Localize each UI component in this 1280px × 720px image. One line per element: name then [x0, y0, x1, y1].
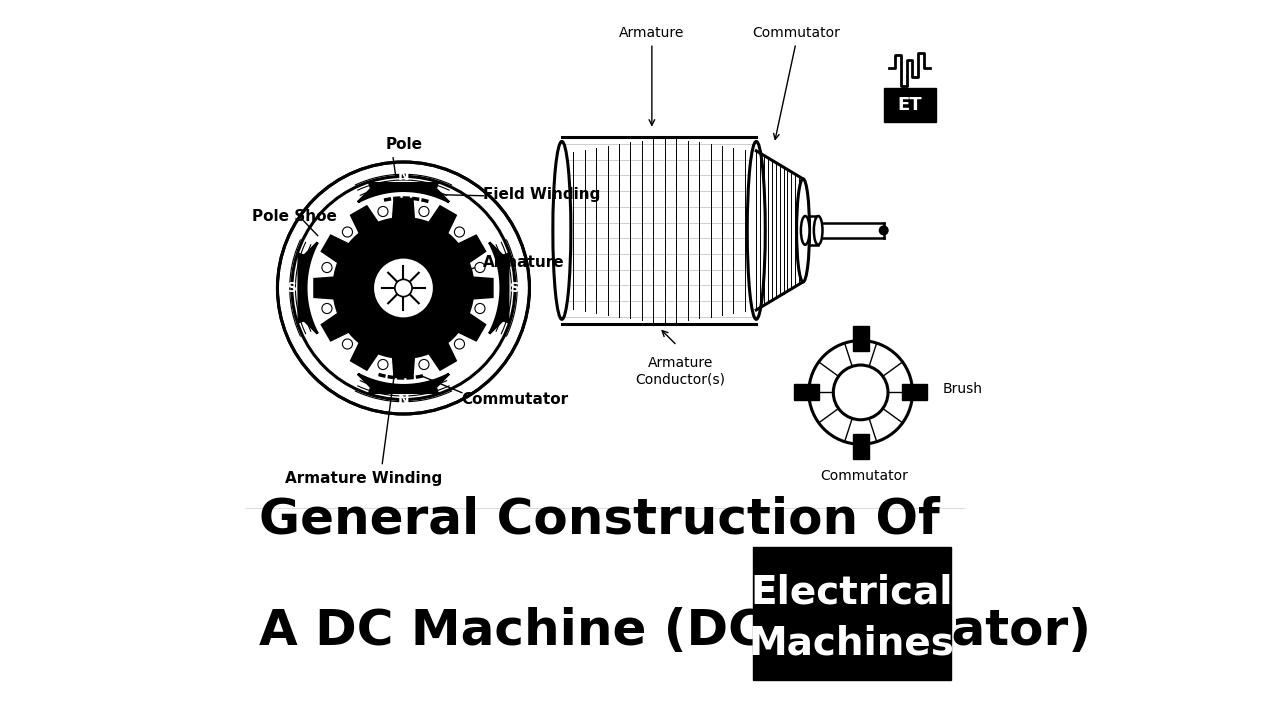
Circle shape: [879, 226, 888, 235]
Text: Machines: Machines: [749, 624, 955, 662]
Text: Brush: Brush: [943, 382, 983, 396]
Bar: [902, 384, 927, 400]
Text: Commutator: Commutator: [751, 26, 840, 40]
Text: Pole Shoe: Pole Shoe: [252, 209, 337, 223]
Polygon shape: [370, 183, 438, 189]
Bar: [852, 433, 869, 459]
Text: Armature: Armature: [620, 26, 685, 40]
Polygon shape: [358, 184, 449, 202]
Circle shape: [343, 227, 352, 237]
Polygon shape: [429, 206, 457, 234]
Text: Commutator: Commutator: [820, 469, 909, 483]
Circle shape: [378, 207, 388, 217]
Text: N: N: [398, 392, 410, 407]
Text: Commutator: Commutator: [461, 392, 568, 407]
Text: General Construction Of: General Construction Of: [260, 495, 941, 544]
Polygon shape: [321, 235, 349, 263]
Ellipse shape: [796, 179, 809, 282]
Polygon shape: [370, 387, 438, 393]
Circle shape: [454, 339, 465, 349]
Polygon shape: [351, 206, 379, 234]
Circle shape: [394, 279, 412, 297]
Bar: [794, 384, 819, 400]
Polygon shape: [489, 243, 508, 333]
Polygon shape: [472, 277, 493, 299]
FancyBboxPatch shape: [753, 547, 951, 680]
Text: Armature
Conductor(s): Armature Conductor(s): [636, 356, 726, 387]
Circle shape: [378, 359, 388, 369]
Circle shape: [475, 263, 485, 273]
Circle shape: [454, 227, 465, 237]
Circle shape: [805, 337, 916, 448]
Polygon shape: [300, 243, 317, 333]
Polygon shape: [503, 254, 508, 322]
Polygon shape: [458, 235, 485, 263]
Text: Electrical: Electrical: [750, 574, 952, 611]
Ellipse shape: [748, 141, 765, 320]
Circle shape: [833, 365, 888, 420]
Ellipse shape: [814, 216, 823, 245]
Polygon shape: [458, 313, 485, 341]
Circle shape: [278, 162, 530, 414]
Polygon shape: [358, 374, 449, 392]
Circle shape: [419, 359, 429, 369]
Circle shape: [334, 218, 474, 358]
Text: Pole: Pole: [385, 137, 422, 151]
Circle shape: [321, 303, 332, 313]
Text: N: N: [398, 169, 410, 184]
Circle shape: [419, 207, 429, 217]
Text: Field Winding: Field Winding: [483, 187, 600, 202]
Polygon shape: [351, 342, 379, 370]
Bar: [852, 325, 869, 351]
Polygon shape: [429, 342, 457, 370]
Polygon shape: [314, 277, 334, 299]
Circle shape: [475, 303, 485, 313]
Polygon shape: [298, 254, 305, 322]
Ellipse shape: [801, 216, 809, 245]
Ellipse shape: [553, 141, 571, 320]
Circle shape: [374, 258, 434, 318]
Polygon shape: [393, 357, 415, 377]
Text: A DC Machine (DC Generator): A DC Machine (DC Generator): [260, 607, 1092, 655]
Text: S: S: [287, 281, 297, 295]
Text: S: S: [509, 281, 520, 295]
Bar: [883, 88, 936, 122]
Polygon shape: [321, 313, 349, 341]
Circle shape: [321, 263, 332, 273]
Polygon shape: [393, 199, 415, 219]
Text: ET: ET: [897, 96, 922, 114]
Circle shape: [343, 339, 352, 349]
Text: Armature: Armature: [483, 256, 564, 270]
Text: Armature Winding: Armature Winding: [285, 472, 443, 486]
